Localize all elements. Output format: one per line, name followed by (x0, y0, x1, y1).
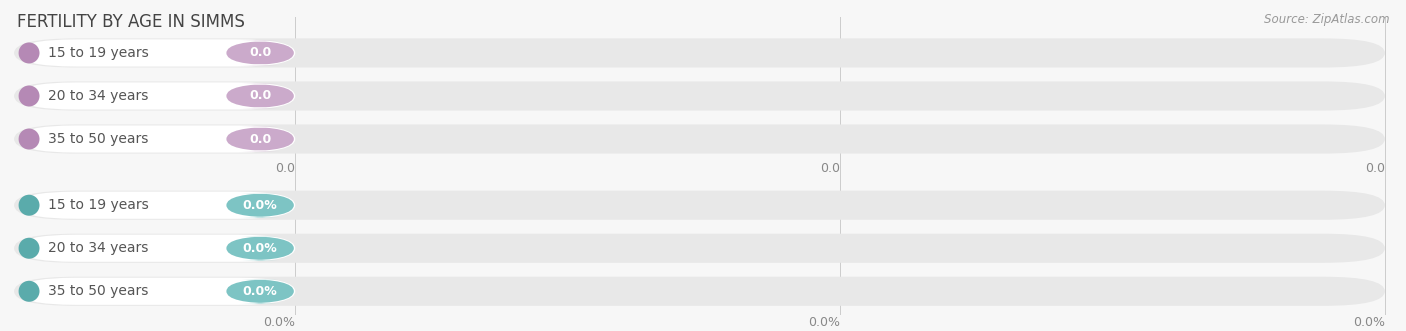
Text: 0.0%: 0.0% (1353, 316, 1385, 329)
FancyBboxPatch shape (18, 125, 295, 153)
FancyBboxPatch shape (226, 84, 294, 108)
Text: 0.0: 0.0 (249, 89, 271, 103)
FancyBboxPatch shape (14, 191, 1385, 220)
Ellipse shape (18, 42, 39, 64)
Text: 0.0%: 0.0% (808, 316, 841, 329)
Text: 20 to 34 years: 20 to 34 years (48, 89, 148, 103)
FancyBboxPatch shape (14, 38, 1385, 68)
Text: 35 to 50 years: 35 to 50 years (48, 132, 148, 146)
FancyBboxPatch shape (226, 193, 294, 217)
FancyBboxPatch shape (18, 235, 295, 262)
Text: 0.0%: 0.0% (243, 242, 277, 255)
FancyBboxPatch shape (14, 234, 1385, 263)
Text: 0.0: 0.0 (249, 46, 271, 60)
FancyBboxPatch shape (14, 124, 1385, 154)
Text: 15 to 19 years: 15 to 19 years (48, 46, 149, 60)
Text: Source: ZipAtlas.com: Source: ZipAtlas.com (1264, 13, 1389, 26)
Ellipse shape (18, 281, 39, 302)
Text: 35 to 50 years: 35 to 50 years (48, 284, 148, 298)
FancyBboxPatch shape (226, 41, 294, 65)
Ellipse shape (18, 238, 39, 259)
FancyBboxPatch shape (18, 278, 295, 305)
Text: 0.0: 0.0 (1365, 162, 1385, 175)
Ellipse shape (18, 195, 39, 216)
Text: 0.0: 0.0 (820, 162, 841, 175)
FancyBboxPatch shape (18, 192, 295, 219)
FancyBboxPatch shape (226, 279, 294, 304)
Ellipse shape (18, 85, 39, 107)
Text: 0.0: 0.0 (276, 162, 295, 175)
Text: 15 to 19 years: 15 to 19 years (48, 198, 149, 212)
Text: 0.0%: 0.0% (243, 199, 277, 212)
FancyBboxPatch shape (226, 127, 294, 151)
FancyBboxPatch shape (18, 82, 295, 110)
FancyBboxPatch shape (18, 39, 295, 67)
FancyBboxPatch shape (226, 236, 294, 260)
FancyBboxPatch shape (14, 277, 1385, 306)
Text: 0.0%: 0.0% (263, 316, 295, 329)
Text: 0.0%: 0.0% (243, 285, 277, 298)
Text: 20 to 34 years: 20 to 34 years (48, 241, 148, 255)
Text: 0.0: 0.0 (249, 132, 271, 146)
FancyBboxPatch shape (14, 81, 1385, 111)
Text: FERTILITY BY AGE IN SIMMS: FERTILITY BY AGE IN SIMMS (17, 13, 245, 31)
Ellipse shape (18, 128, 39, 150)
